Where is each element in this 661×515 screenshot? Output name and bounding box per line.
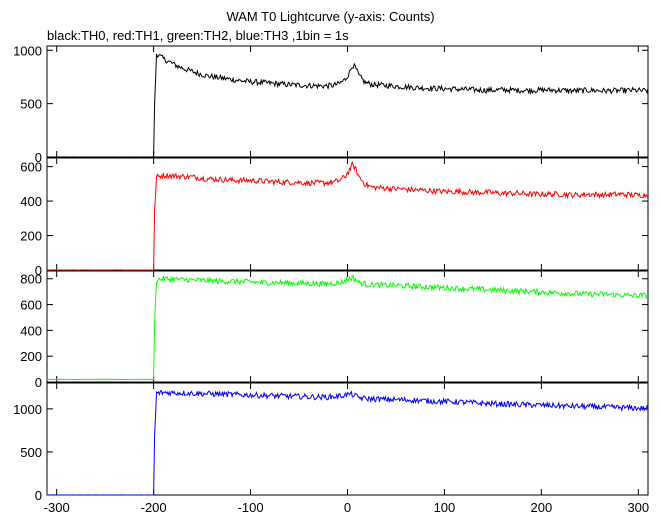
y-tick-label: 0 [35,488,42,503]
x-tick-label: 300 [627,500,649,515]
y-tick-label: 200 [20,229,42,244]
panel-frame [46,45,649,158]
panel-frame [46,382,649,496]
x-tick-label: 100 [434,500,456,515]
y-tick-label: 0 [35,150,42,165]
x-tick-label: 0 [344,500,351,515]
series-line [46,389,649,496]
x-tick-label: -100 [238,500,264,515]
panel-frame [46,270,649,383]
y-tick-label: 500 [20,97,42,112]
y-tick-label: 400 [20,194,42,209]
y-tick-label: 600 [20,298,42,313]
y-tick-label: 1000 [13,402,42,417]
x-tick-label: 200 [531,500,553,515]
y-tick-label: 500 [20,445,42,460]
chart-subtitle: black:TH0, red:TH1, green:TH2, blue:TH3 … [47,28,349,43]
panel-frame [46,157,649,271]
y-tick-label: 1000 [13,43,42,58]
series-line [46,275,649,381]
x-tick-label: -300 [44,500,70,515]
chart-title: WAM T0 Lightcurve (y-axis: Counts) [226,9,435,24]
y-tick-label: 0 [35,375,42,390]
y-tick-label: 600 [20,160,42,175]
x-tick-label: -200 [141,500,167,515]
y-tick-label: 400 [20,323,42,338]
series-line [47,161,649,271]
series-line [47,53,649,158]
y-tick-label: 200 [20,349,42,364]
y-tick-label: 800 [20,272,42,287]
y-tick-label: 0 [35,263,42,278]
